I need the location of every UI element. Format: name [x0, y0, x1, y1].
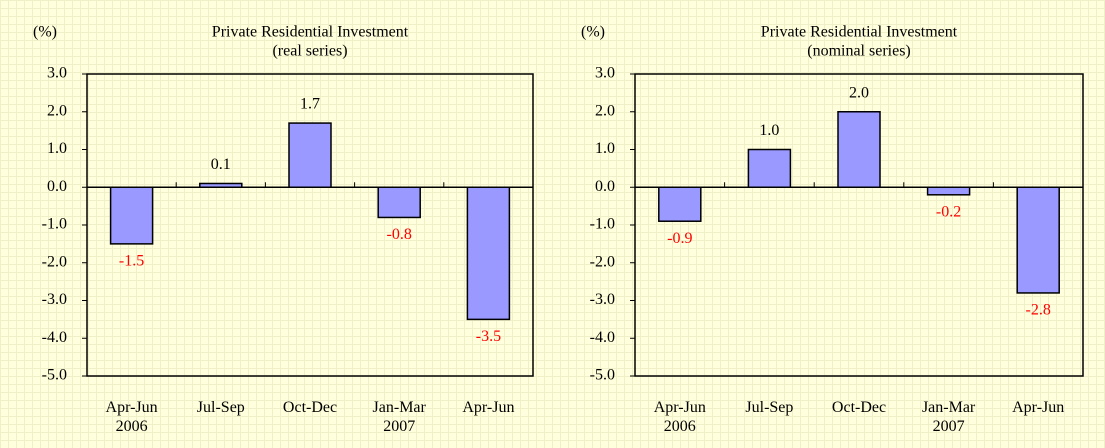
x-tick-label: Oct-Dec: [283, 399, 337, 416]
x-tick-label: Oct-Dec: [832, 399, 886, 416]
x-tick-label: Apr-Jun: [462, 399, 514, 416]
y-tick-label: -4.0: [42, 329, 67, 346]
chart-title: Private Residential Investment: [212, 24, 409, 41]
x-tick-label: Apr-Jun: [1012, 399, 1064, 416]
value-label: -0.9: [667, 230, 692, 247]
y-tick-label: -3.0: [42, 291, 67, 308]
value-label: 0.1: [211, 156, 231, 173]
bar: [288, 122, 332, 188]
value-label: -0.8: [387, 226, 412, 243]
y-tick-label: 3.0: [47, 65, 67, 82]
y-tick-label: 1.0: [595, 140, 615, 157]
y-tick-label: -1.0: [590, 216, 615, 233]
y-tick-label: 0.0: [47, 178, 67, 195]
value-label: 2.0: [849, 84, 869, 101]
x-tick-label: Apr-Jun 2006: [654, 399, 706, 435]
chart-subtitle: (nominal series): [807, 43, 911, 60]
x-tick-label: Apr-Jun 2006: [106, 399, 158, 435]
y-axis-label: (%): [33, 24, 57, 41]
value-label: -0.2: [936, 203, 961, 220]
value-label: -1.5: [119, 253, 144, 270]
y-tick-label: -4.0: [590, 329, 615, 346]
bar: [926, 186, 971, 196]
y-tick-label: -1.0: [42, 216, 67, 233]
plot-frame: [86, 73, 534, 377]
value-label: 1.0: [759, 122, 779, 139]
bar: [658, 186, 702, 222]
x-tick-label: Jul-Sep: [197, 399, 245, 416]
y-tick-label: -2.0: [590, 253, 615, 270]
value-label: -2.8: [1026, 302, 1051, 319]
bar: [1016, 186, 1060, 294]
y-axis-label: (%): [581, 24, 605, 41]
bar: [466, 186, 511, 321]
bar: [747, 148, 792, 188]
chart-subtitle: (real series): [272, 43, 347, 60]
y-tick-label: 2.0: [47, 102, 67, 119]
y-tick-label: 1.0: [47, 140, 67, 157]
y-tick-label: 2.0: [595, 102, 615, 119]
x-tick-label: Jan-Mar 2007: [922, 399, 976, 435]
x-tick-label: Jul-Sep: [745, 399, 793, 416]
bar: [377, 186, 421, 219]
y-tick-label: -3.0: [590, 291, 615, 308]
chart-title: Private Residential Investment: [761, 24, 958, 41]
y-tick-label: -5.0: [590, 367, 615, 384]
value-label: -3.5: [476, 328, 501, 345]
y-tick-label: 0.0: [595, 178, 615, 195]
x-tick-label: Jan-Mar 2007: [373, 399, 427, 435]
value-label: 1.7: [300, 96, 320, 113]
bar: [109, 186, 154, 245]
bar: [837, 111, 881, 188]
y-tick-label: 3.0: [595, 65, 615, 82]
y-tick-label: -5.0: [42, 367, 67, 384]
y-tick-label: -2.0: [42, 253, 67, 270]
